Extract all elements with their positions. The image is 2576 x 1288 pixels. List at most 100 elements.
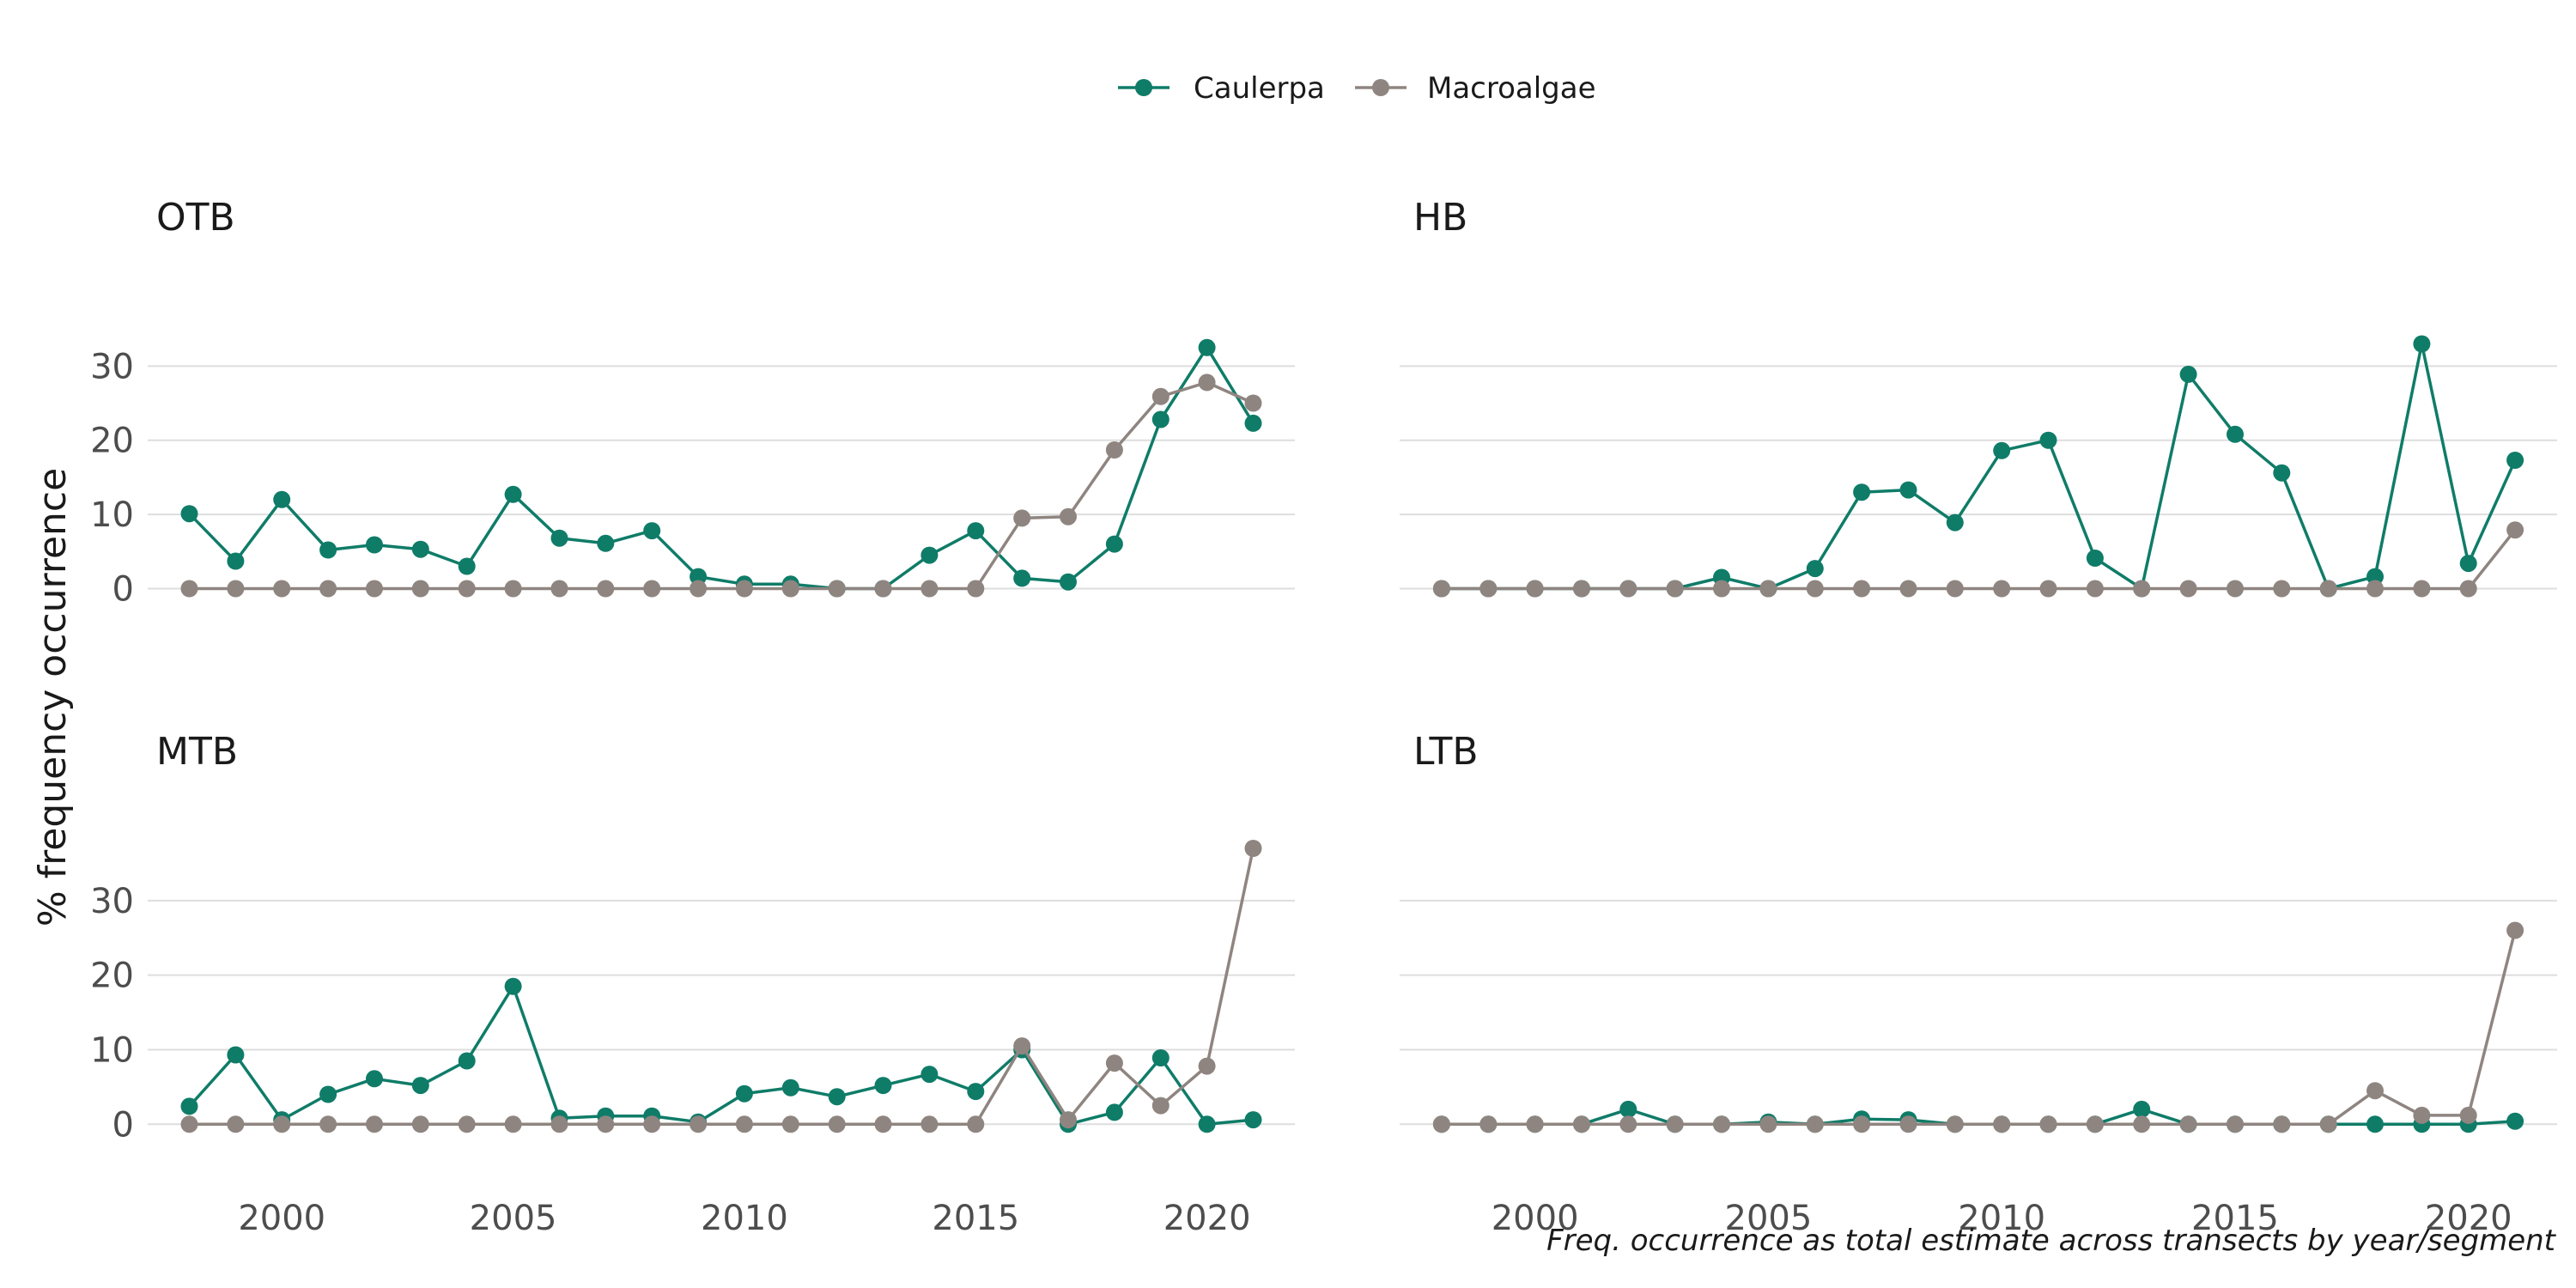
- point-macroalgae-2009: [1946, 580, 1964, 598]
- point-caulerpa-2004: [458, 1052, 476, 1070]
- point-caulerpa-2019: [1151, 1049, 1170, 1066]
- point-caulerpa-2020: [2459, 555, 2477, 573]
- panel-otb: OTB 0 10 20 30: [90, 196, 1295, 609]
- y-tick-label-30: 30: [90, 882, 134, 921]
- point-caulerpa-2006: [550, 529, 568, 547]
- point-caulerpa-2007: [1853, 483, 1871, 501]
- point-macroalgae-2020: [2459, 580, 2477, 598]
- panel-hb: HB: [1400, 196, 2557, 598]
- point-macroalgae-1998: [180, 580, 198, 598]
- point-macroalgae-2004: [1713, 580, 1730, 598]
- point-macroalgae-2010: [1993, 580, 2011, 598]
- x-tick-label-2000: 2000: [1492, 1199, 1579, 1238]
- chart-caption: Freq. occurrence as total estimate acros…: [1546, 1224, 2557, 1258]
- point-caulerpa-1999: [227, 1046, 245, 1064]
- point-caulerpa-2015: [967, 522, 985, 540]
- point-caulerpa-2011: [2039, 431, 2057, 449]
- point-caulerpa-2001: [319, 541, 337, 559]
- point-caulerpa-2009: [1946, 513, 1964, 532]
- point-macroalgae-2011: [781, 1115, 799, 1133]
- point-macroalgae-2015: [2227, 1115, 2244, 1133]
- y-tick-label-0: 0: [112, 569, 134, 609]
- point-caulerpa-2013: [874, 1077, 892, 1095]
- point-macroalgae-2011: [2039, 580, 2057, 598]
- point-macroalgae-2005: [504, 580, 522, 598]
- point-macroalgae-2016: [1013, 1037, 1031, 1055]
- x-tick-label-2015: 2015: [932, 1199, 1019, 1238]
- point-caulerpa-2014: [2179, 365, 2197, 383]
- series-line-caulerpa: [1441, 342, 2517, 591]
- panel-title-mtb: MTB: [156, 730, 238, 774]
- panel-title-ltb: LTB: [1413, 730, 1479, 774]
- point-caulerpa-2010: [1993, 441, 2011, 459]
- panel-ltb: LTB 2000 2005 2010 2015 2020: [1400, 730, 2557, 1238]
- point-macroalgae-2014: [2179, 580, 2197, 598]
- point-macroalgae-2014: [920, 1115, 939, 1133]
- legend-label-caulerpa: Caulerpa: [1194, 71, 1325, 106]
- point-macroalgae-2000: [1526, 580, 1544, 598]
- point-macroalgae-2021: [2506, 921, 2524, 939]
- point-macroalgae-1999: [1479, 580, 1498, 598]
- point-caulerpa-1998: [180, 505, 198, 523]
- y-axis-title: % frequency occurrence: [31, 468, 75, 927]
- point-caulerpa-2021: [2506, 452, 2524, 469]
- point-macroalgae-2008: [1899, 1115, 1917, 1133]
- point-macroalgae-2018: [1105, 1054, 1123, 1072]
- point-caulerpa-2020: [1198, 1115, 1216, 1133]
- point-macroalgae-2001: [1573, 580, 1590, 598]
- point-macroalgae-2002: [1619, 580, 1637, 598]
- point-caulerpa-2012: [2086, 550, 2104, 567]
- y-tick-label-0: 0: [112, 1105, 134, 1145]
- point-macroalgae-2005: [504, 1115, 522, 1133]
- point-macroalgae-2016: [1013, 509, 1031, 527]
- x-tick-label-2010: 2010: [701, 1199, 788, 1238]
- point-caulerpa-2015: [967, 1083, 985, 1101]
- point-macroalgae-2017: [1060, 1111, 1077, 1129]
- point-macroalgae-2018: [2366, 580, 2384, 598]
- point-macroalgae-2009: [690, 580, 708, 598]
- point-macroalgae-2021: [1244, 840, 1262, 857]
- legend-label-macroalgae: Macroalgae: [1427, 71, 1596, 106]
- point-macroalgae-2010: [735, 580, 753, 598]
- point-macroalgae-2015: [2227, 580, 2244, 598]
- point-macroalgae-2012: [828, 580, 846, 598]
- series-line-macroalgae: [189, 848, 1255, 1127]
- point-caulerpa-2008: [1899, 481, 1917, 499]
- point-caulerpa-2016: [2273, 464, 2291, 482]
- point-macroalgae-2002: [366, 1115, 383, 1133]
- point-macroalgae-2017: [2319, 1115, 2337, 1133]
- point-macroalgae-2003: [411, 580, 429, 598]
- point-caulerpa-2002: [366, 1070, 383, 1088]
- point-macroalgae-2005: [1759, 1115, 1777, 1133]
- y-tick-label-10: 10: [90, 495, 134, 535]
- point-macroalgae-2006: [1806, 1115, 1824, 1133]
- point-caulerpa-2014: [920, 546, 939, 564]
- series-line-macroalgae: [1441, 930, 2517, 1127]
- point-macroalgae-2003: [411, 1115, 429, 1133]
- point-macroalgae-2001: [319, 1115, 337, 1133]
- point-macroalgae-2018: [1105, 441, 1123, 459]
- x-tick-label-2020: 2020: [1163, 1199, 1251, 1238]
- point-macroalgae-1998: [180, 1115, 198, 1133]
- x-tick-label-2015: 2015: [2191, 1199, 2279, 1238]
- x-tick-label-2005: 2005: [470, 1199, 557, 1238]
- point-macroalgae-2014: [920, 580, 939, 598]
- point-macroalgae-2020: [1198, 374, 1216, 392]
- point-caulerpa-2005: [504, 485, 522, 503]
- point-macroalgae-2013: [2133, 580, 2151, 598]
- point-macroalgae-2021: [1244, 394, 1262, 412]
- point-macroalgae-1998: [1432, 580, 1450, 598]
- point-caulerpa-2020: [1198, 338, 1216, 356]
- point-macroalgae-2017: [2319, 580, 2337, 598]
- point-macroalgae-2008: [643, 1115, 661, 1133]
- point-caulerpa-2003: [411, 1077, 429, 1095]
- point-macroalgae-2014: [2179, 1115, 2197, 1133]
- point-macroalgae-2008: [643, 580, 661, 598]
- point-macroalgae-2011: [2039, 1115, 2057, 1133]
- point-macroalgae-1999: [227, 1115, 245, 1133]
- point-macroalgae-2011: [781, 580, 799, 598]
- point-caulerpa-2021: [1244, 414, 1262, 432]
- point-macroalgae-2019: [1151, 387, 1170, 405]
- point-macroalgae-2001: [1573, 1115, 1590, 1133]
